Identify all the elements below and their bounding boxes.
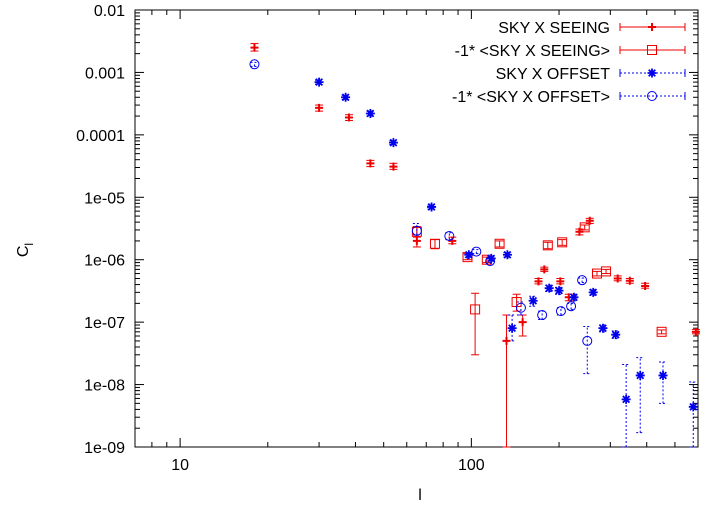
data-point: [577, 275, 588, 286]
data-point: [582, 335, 593, 346]
legend-marker: [647, 91, 657, 101]
data-point: [485, 256, 496, 267]
data-point: [579, 222, 590, 233]
legend-label: -1* <SKY X OFFSET>: [452, 89, 610, 106]
legend-label: -1* <SKY X SEEING>: [455, 43, 610, 60]
data-point: [502, 250, 512, 260]
data-point: [314, 77, 324, 87]
data-point: [515, 302, 526, 313]
data-point: [554, 286, 564, 296]
data-point: [250, 43, 259, 52]
data-point: [470, 304, 481, 315]
data-point: [658, 370, 668, 380]
legend-marker: [647, 45, 657, 55]
y-tick-label: 0.01: [94, 3, 125, 20]
data-point: [389, 162, 398, 171]
data-point: [315, 103, 324, 112]
x-axis-label: l: [418, 487, 422, 504]
data-point: [611, 330, 621, 340]
data-point: [486, 253, 496, 263]
data-point: [556, 277, 565, 286]
data-point: [534, 277, 543, 286]
data-point: [507, 323, 517, 333]
data-point: [601, 266, 612, 277]
legend-marker: [648, 23, 656, 31]
y-tick-label: 0.001: [85, 65, 125, 82]
data-point: [412, 236, 421, 245]
data-point: [598, 323, 608, 333]
data-point: [341, 92, 351, 102]
y-tick-label: 0.0001: [76, 128, 125, 145]
data-point: [411, 225, 422, 236]
y-tick-label: 1e-07: [84, 315, 125, 332]
data-point: [613, 274, 622, 283]
data-point: [555, 306, 566, 317]
data-point: [249, 59, 260, 70]
x-tick-label: 100: [458, 457, 485, 474]
data-point: [444, 230, 455, 241]
data-point: [566, 301, 577, 312]
data-point: [625, 276, 634, 285]
legend-label: SKY X OFFSET: [496, 66, 611, 83]
y-axis-label-main: C: [15, 246, 32, 258]
data-point: [502, 336, 511, 345]
x-tick-label: 10: [171, 457, 189, 474]
data-point: [544, 283, 554, 293]
data-point: [537, 310, 548, 321]
data-point: [464, 250, 474, 260]
y-axis-label: Cl: [15, 243, 36, 257]
data-point: [365, 108, 375, 118]
data-point: [588, 287, 598, 297]
y-tick-label: 1e-08: [84, 378, 125, 395]
y-tick-label: 1e-05: [84, 190, 125, 207]
data-point: [557, 237, 568, 248]
data-point: [471, 246, 482, 257]
data-point: [388, 138, 398, 148]
axis-ticks: 0.01 0.001 0.0001 1e-05 1e-06 1e-07 1e-08 1e-09…: [76, 3, 698, 474]
data-point: [585, 216, 594, 225]
y-axis-label-subscript: l: [22, 243, 36, 246]
plot-frame: [134, 9, 699, 448]
data-point: [344, 113, 353, 122]
data-point: [366, 159, 375, 168]
data-point: [635, 370, 645, 380]
data-point: [569, 292, 579, 302]
data-point: [427, 202, 437, 212]
data-point: [656, 326, 667, 337]
legend-label: SKY X SEEING: [498, 20, 610, 37]
data-point: [688, 402, 698, 412]
legend: SKY X SEEING -1* <SKY X SEEING> SKY X OFFS…: [452, 20, 686, 106]
data-point: [429, 238, 440, 249]
data-point: [641, 281, 650, 290]
data-point: [691, 327, 700, 336]
data-markers: [249, 43, 700, 412]
data-point: [518, 318, 527, 327]
legend-marker: [647, 68, 657, 78]
data-point: [528, 296, 538, 306]
data-point: [540, 265, 549, 274]
data-point: [542, 240, 553, 251]
data-point: [621, 394, 631, 404]
data-point: [494, 238, 505, 249]
y-tick-label: 1e-06: [84, 253, 125, 270]
y-tick-label: 1e-09: [84, 440, 125, 457]
